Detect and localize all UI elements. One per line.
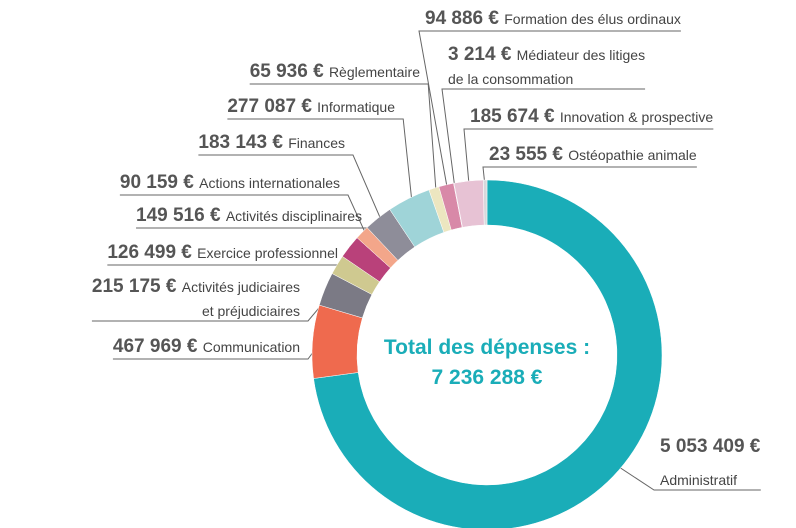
value-label: 183 143 € [198,132,288,153]
value-label: 215 175 € [92,276,182,297]
donut-slice [483,179,488,226]
value-label: 185 674 € [470,106,560,127]
slice-label: 23 555 € Ostéopathie animale [489,144,697,165]
value-label: 467 969 € [113,336,203,357]
leader-line [463,128,714,189]
slice-label: 126 499 € Exercice professionnel [107,242,338,263]
slice-label: 149 516 € Activités disciplinaires [136,205,362,226]
slice-label: 185 674 € Innovation & prospective [470,106,713,127]
leader-line [107,264,347,270]
slice-text: 90 159 € Actions internationales [120,172,340,193]
slice-text: 94 886 € Formation des élus ordinaux [425,8,681,29]
leader-line [198,154,384,225]
value-label: 149 516 € [136,205,226,226]
category-label: Médiateur des litiges [517,47,645,63]
slice-label: 277 087 € Informatique [227,96,395,117]
value-label: 90 159 € [120,172,199,193]
slice-label: 65 936 € Règlementaire [250,61,421,82]
slice-label: 94 886 € Formation des élus ordinaux [425,8,681,29]
slice-text: 467 969 € Communication [113,336,300,357]
leader-line [227,118,413,206]
category-label: Informatique [317,99,395,115]
category-label: Formation des élus ordinaux [504,11,681,27]
donut-slice [313,179,663,528]
center-title: Total des dépenses : [384,336,590,359]
category-label: Exercice professionnel [197,245,338,261]
slice-text: 3 214 € Médiateur des litiges [448,44,645,65]
category-label: Activités disciplinaires [226,208,362,224]
value-label: 277 087 € [227,96,317,117]
slice-text: 149 516 € Activités disciplinaires [136,205,362,226]
leader-line [441,88,646,192]
value-label: 23 555 € [489,144,568,165]
value-label: 65 936 € [250,61,329,82]
slice-text: 215 175 € Activités judiciaires [92,276,300,297]
category-label: Ostéopathie animale [568,147,697,163]
slice-text: 185 674 € Innovation & prospective [470,106,713,127]
slice-text: 183 143 € Finances [198,132,345,153]
slice-label: 215 175 € Activités judiciaires et préjud… [92,276,300,319]
category-label-line2: et préjudiciaires [202,303,300,319]
category-label: Administratif [660,472,737,488]
category-label: Finances [288,135,345,151]
value-label: 126 499 € [107,242,197,263]
slice-label: 5 053 409 € Administratif [660,436,761,488]
center-total: 7 236 288 € [432,366,543,389]
slice-text: 65 936 € Règlementaire [250,61,421,82]
donut-slice [311,304,363,379]
category-label: Activités judiciaires [182,279,300,295]
leader-line [119,194,369,239]
category-label: Actions internationales [199,175,340,191]
category-label: Innovation & prospective [560,109,714,125]
category-label-line2: de la consommation [448,71,573,87]
value-label: 94 886 € [425,8,504,29]
slice-label: 3 214 € Médiateur des litiges de la conso… [448,44,645,87]
slice-label: 90 159 € Actions internationales [120,172,340,193]
value-label: 3 214 € [448,44,517,65]
category-label: Communication [203,339,300,355]
slice-text: 126 499 € Exercice professionnel [107,242,338,263]
slice-text: 277 087 € Informatique [227,96,395,117]
slice-label: 183 143 € Finances [198,132,345,153]
leader-line [418,30,681,193]
slice-label: 467 969 € Communication [113,336,300,357]
value-label: 5 053 409 € [660,436,761,457]
category-label: Règlementaire [329,64,420,80]
slice-text: 23 555 € Ostéopathie animale [489,144,697,165]
